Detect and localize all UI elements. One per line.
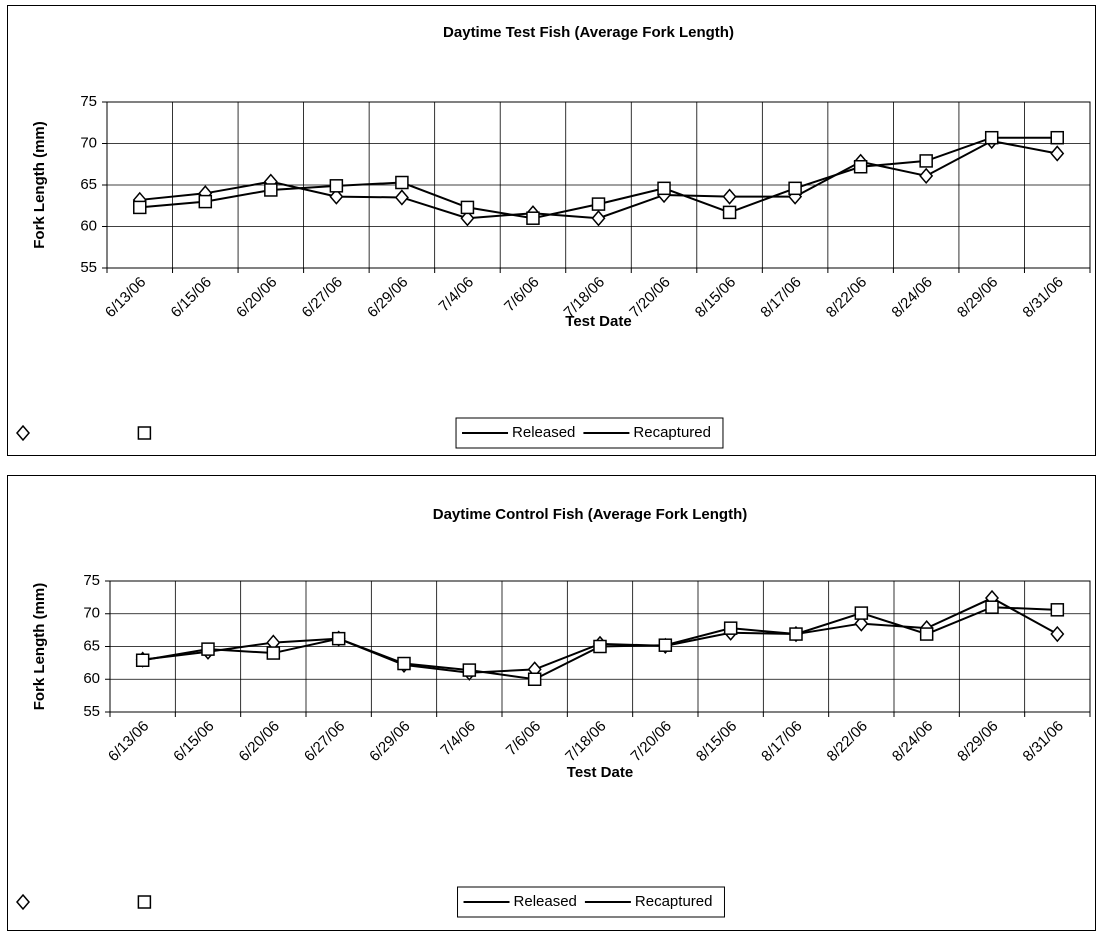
data-point <box>657 181 671 196</box>
legend: Released Recaptured <box>457 886 725 918</box>
y-tick-label: 70 <box>80 134 97 151</box>
data-point <box>984 130 999 145</box>
legend-marker <box>137 426 152 440</box>
data-point <box>1050 625 1065 643</box>
data-point <box>460 200 475 215</box>
data-point <box>658 638 673 652</box>
data-point <box>135 653 150 668</box>
data-point <box>462 663 477 677</box>
chart-title: Daytime Test Fish (Average Fork Length) <box>443 24 734 41</box>
data-point <box>591 197 606 211</box>
y-tick-label: 75 <box>83 572 100 589</box>
plot-area <box>109 580 1091 713</box>
data-point <box>854 606 869 620</box>
legend-label: Released <box>514 893 577 910</box>
data-point <box>593 639 607 654</box>
chart-frame <box>7 475 1096 931</box>
data-point <box>526 211 540 225</box>
data-point <box>722 188 737 205</box>
data-point <box>1050 603 1065 617</box>
y-tick-label: 60 <box>83 670 100 687</box>
plot-area <box>106 101 1091 269</box>
y-tick-label: 65 <box>80 176 97 193</box>
y-tick-label: 65 <box>83 637 100 654</box>
data-point <box>394 189 409 206</box>
data-point <box>329 188 344 205</box>
data-point <box>788 181 802 196</box>
legend-marker <box>16 893 30 911</box>
y-axis-title: Fork Length (mm) <box>31 121 48 249</box>
legend-label: Recaptured <box>635 893 713 910</box>
data-point <box>919 154 933 168</box>
data-point <box>329 179 344 193</box>
y-axis-title: Fork Length (mm) <box>31 583 48 711</box>
chart-title: Daytime Control Fish (Average Fork Lengt… <box>433 506 747 523</box>
legend-marker <box>137 895 152 909</box>
data-point <box>1050 130 1064 145</box>
x-axis-title: Test Date <box>565 313 631 330</box>
data-point <box>722 205 737 220</box>
y-tick-label: 55 <box>83 703 100 720</box>
data-point <box>919 627 934 641</box>
legend-label: Released <box>512 424 575 441</box>
data-point <box>331 631 346 646</box>
data-point <box>133 200 147 215</box>
data-point <box>985 600 999 614</box>
legend-marker <box>16 424 30 442</box>
data-point <box>266 646 281 660</box>
data-point <box>919 167 934 185</box>
data-point <box>198 194 213 209</box>
data-point <box>591 210 606 227</box>
data-point <box>853 159 868 174</box>
data-point <box>789 627 803 641</box>
data-point <box>264 183 278 197</box>
y-tick-label: 60 <box>80 217 97 234</box>
data-point <box>397 656 411 671</box>
data-point <box>460 210 475 227</box>
legend: Released Recaptured <box>455 417 724 449</box>
y-tick-label: 75 <box>80 93 97 110</box>
data-point <box>201 642 215 656</box>
chart-frame <box>7 5 1096 456</box>
y-tick-label: 55 <box>80 259 97 276</box>
data-point <box>723 621 738 635</box>
data-point <box>854 615 869 632</box>
legend-label: Recaptured <box>633 424 711 441</box>
data-point <box>395 175 409 190</box>
data-point <box>1050 145 1065 162</box>
x-axis-title: Test Date <box>567 764 633 781</box>
data-point <box>527 672 542 686</box>
y-tick-label: 70 <box>83 605 100 622</box>
